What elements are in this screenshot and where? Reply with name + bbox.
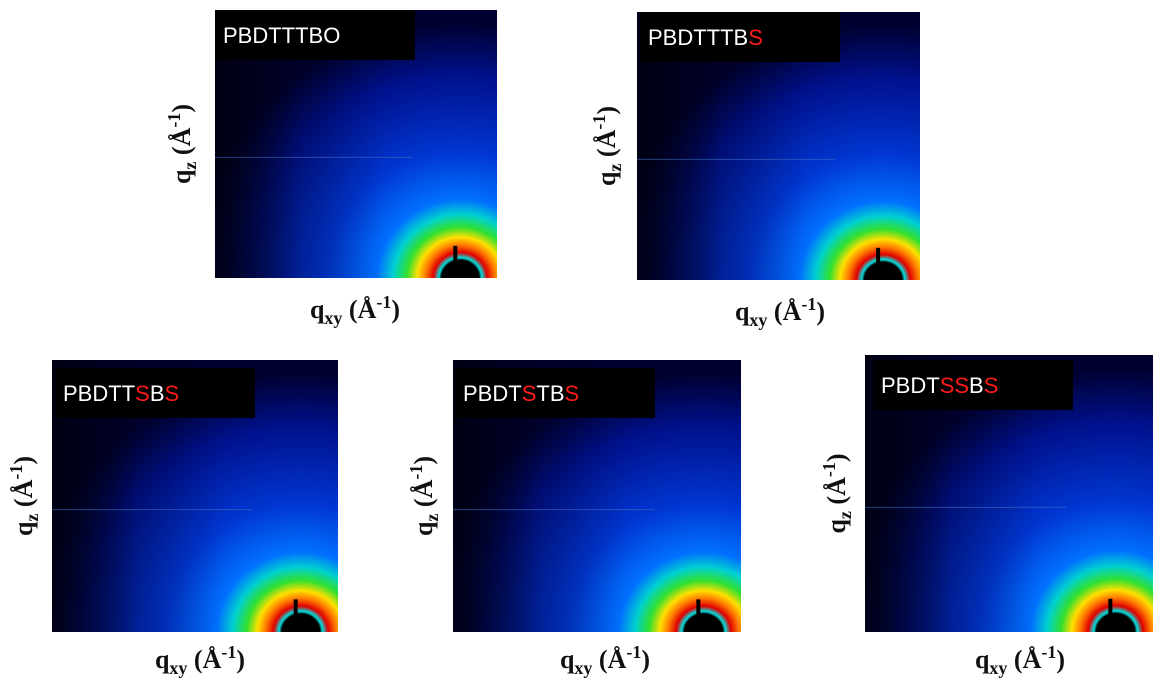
label-part: q xyxy=(822,519,851,534)
label-segment: TB xyxy=(536,381,564,406)
y-axis-label: qz (Å-1) xyxy=(406,456,442,536)
label-segment: B xyxy=(969,373,984,398)
label-part: -1 xyxy=(1041,642,1056,662)
x-axis-label: qxy (Å-1) xyxy=(310,292,400,328)
label-part: q xyxy=(409,521,438,536)
label-part: q xyxy=(9,521,38,536)
label-part: ) xyxy=(816,297,825,326)
beamstop xyxy=(876,248,880,280)
sample-label: PBDTSTBS xyxy=(463,381,579,406)
label-part: q xyxy=(167,169,196,184)
sample-label: PBDTTSBS xyxy=(63,381,179,406)
sample-label: PBDTSSBS xyxy=(881,373,998,398)
y-axis-label: qz (Å-1) xyxy=(164,104,200,184)
label-part: q xyxy=(592,171,621,186)
label-part: -1 xyxy=(626,642,641,662)
beamstop xyxy=(294,599,298,632)
panel: PBDTTTBS xyxy=(637,12,920,280)
y-axis-label: qz (Å-1) xyxy=(589,106,625,186)
label-part: (Å xyxy=(187,645,221,674)
x-axis-label: qxy (Å-1) xyxy=(735,294,825,330)
label-part: q xyxy=(155,645,170,674)
label-part: q xyxy=(310,295,325,324)
label-segment: S xyxy=(748,25,763,50)
label-part: -1 xyxy=(164,113,184,128)
label-part: z xyxy=(180,162,200,170)
panel: PBDTSSBS xyxy=(865,355,1153,632)
label-part: (Å xyxy=(592,129,621,163)
label-part: ) xyxy=(236,645,245,674)
label-part: (Å xyxy=(342,295,376,324)
x-axis-label: qxy (Å-1) xyxy=(975,642,1065,678)
label-segment: S xyxy=(565,381,580,406)
label-part: z xyxy=(605,164,625,172)
label-part: ) xyxy=(409,456,438,465)
label-segment: PBDTTTB xyxy=(648,25,748,50)
beamstop xyxy=(453,246,457,278)
label-segment: PBDTT xyxy=(63,381,135,406)
label-segment: SS xyxy=(940,373,969,398)
label-segment: PBDTTTBO xyxy=(223,23,340,48)
sample-label: PBDTTTBS xyxy=(648,25,763,50)
panel: PBDTSTBS xyxy=(453,360,741,632)
label-part: xy xyxy=(989,658,1007,678)
label-part: (Å xyxy=(767,297,801,326)
label-part: -1 xyxy=(376,292,391,312)
label-part: q xyxy=(735,297,750,326)
label-part: ) xyxy=(641,645,650,674)
panel: PBDTTTBO xyxy=(215,10,497,278)
label-part: xy xyxy=(749,310,767,330)
label-part: z xyxy=(422,514,442,522)
label-part: -1 xyxy=(6,465,26,480)
label-part: ) xyxy=(9,456,38,465)
label-part: z xyxy=(22,514,42,522)
label-part: (Å xyxy=(592,645,626,674)
y-axis-label: qz (Å-1) xyxy=(819,453,855,533)
label-segment: S xyxy=(135,381,150,406)
label-part: -1 xyxy=(589,115,609,130)
label-part: ) xyxy=(1056,645,1065,674)
figure: PBDTTTBOqz (Å-1)qxy (Å-1)PBDTTTBSqz (Å-1… xyxy=(0,0,1154,681)
label-part: xy xyxy=(574,658,592,678)
label-part: q xyxy=(975,645,990,674)
label-part: xy xyxy=(324,308,342,328)
x-axis-label: qxy (Å-1) xyxy=(560,642,650,678)
sample-label: PBDTTTBO xyxy=(223,23,340,48)
x-axis-label: qxy (Å-1) xyxy=(155,642,245,678)
label-segment: B xyxy=(150,381,165,406)
label-part: ) xyxy=(592,106,621,115)
label-part: z xyxy=(835,511,855,519)
beamstop xyxy=(696,599,700,632)
label-part: (Å xyxy=(1007,645,1041,674)
label-segment: S xyxy=(984,373,999,398)
label-part: ) xyxy=(167,104,196,113)
y-axis-label: qz (Å-1) xyxy=(6,456,42,536)
label-part: (Å xyxy=(822,477,851,511)
label-part: -1 xyxy=(801,294,816,314)
label-part: q xyxy=(560,645,575,674)
beamstop xyxy=(1108,599,1112,632)
label-part: ) xyxy=(391,295,400,324)
label-part: -1 xyxy=(221,642,236,662)
label-part: (Å xyxy=(409,479,438,513)
label-part: -1 xyxy=(406,465,426,480)
label-segment: S xyxy=(165,381,180,406)
label-part: (Å xyxy=(167,127,196,161)
label-part: ) xyxy=(822,453,851,462)
label-part: xy xyxy=(169,658,187,678)
panel: PBDTTSBS xyxy=(52,360,338,632)
label-part: (Å xyxy=(9,479,38,513)
label-segment: PBDT xyxy=(463,381,522,406)
label-segment: S xyxy=(522,381,537,406)
label-part: -1 xyxy=(819,462,839,477)
label-segment: PBDT xyxy=(881,373,940,398)
